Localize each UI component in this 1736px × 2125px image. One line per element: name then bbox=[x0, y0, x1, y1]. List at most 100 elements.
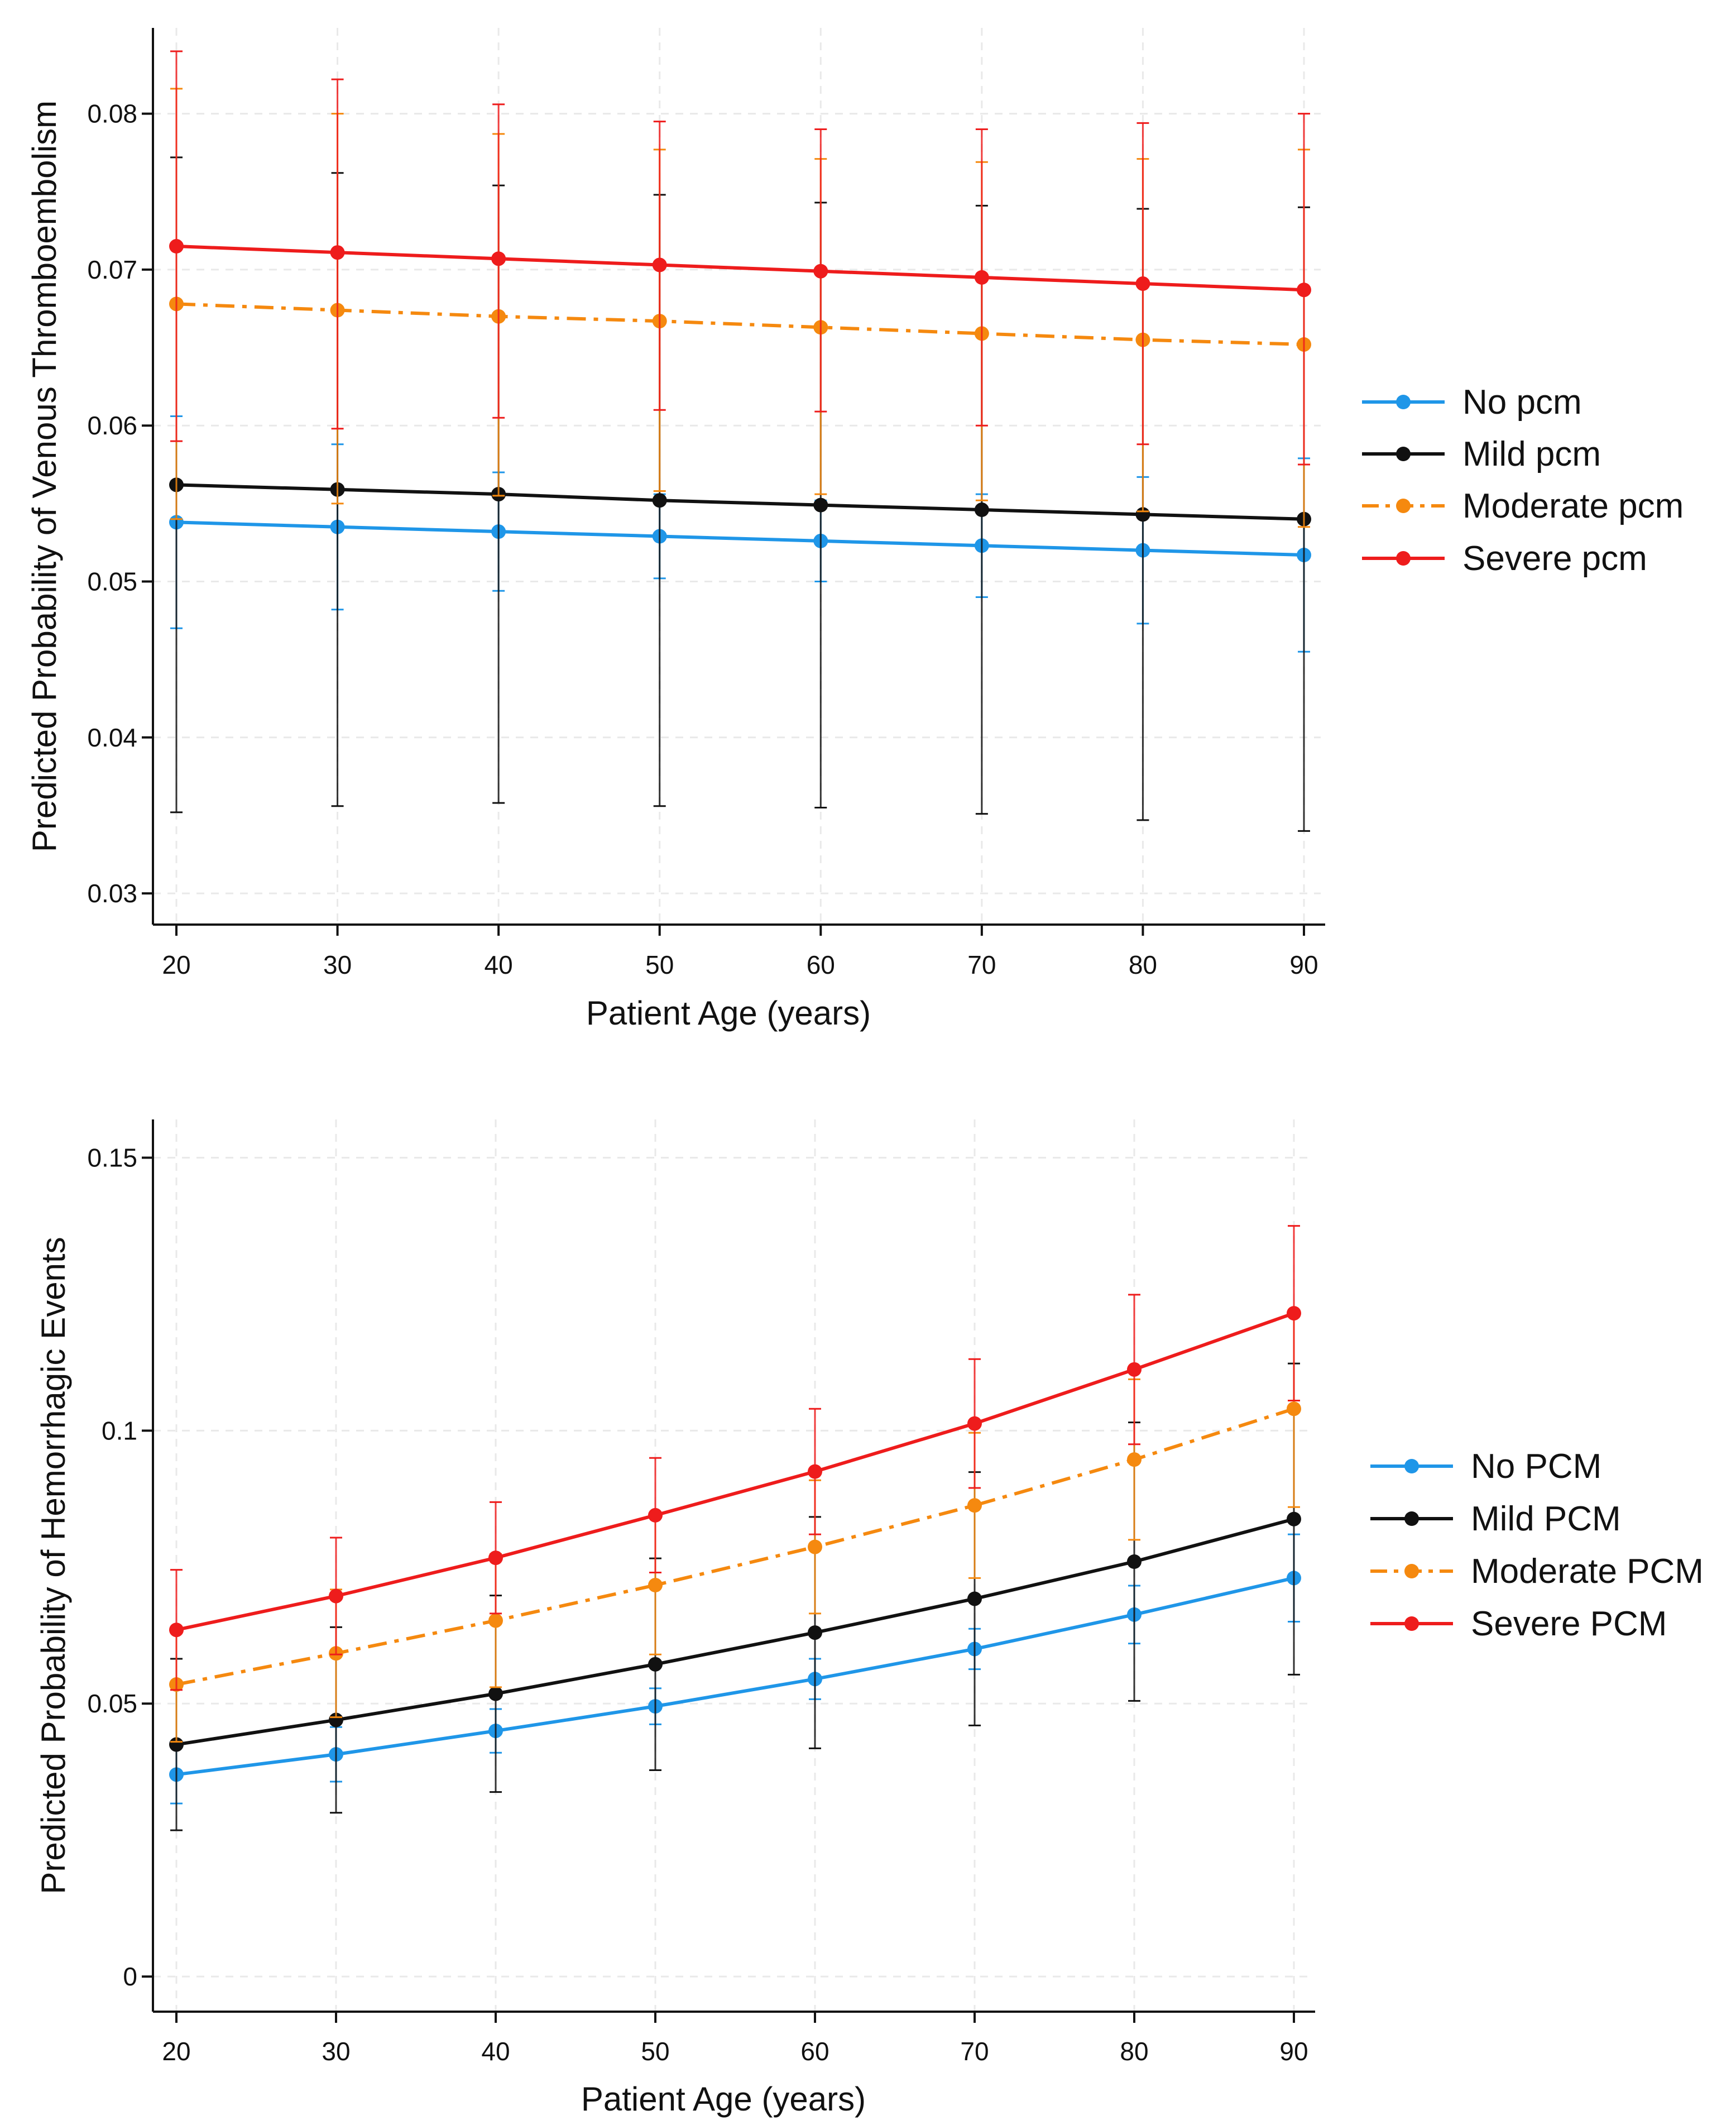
data-point bbox=[1127, 1554, 1142, 1569]
data-point bbox=[974, 270, 989, 285]
x-tick-label: 60 bbox=[800, 2037, 829, 2066]
series-line bbox=[176, 483, 1305, 521]
series-mild-pcm bbox=[169, 1362, 1301, 1831]
legend-label: No pcm bbox=[1462, 383, 1582, 422]
data-point bbox=[1127, 1452, 1142, 1467]
series-line bbox=[176, 245, 1305, 292]
y-tick-label: 0.05 bbox=[87, 567, 137, 596]
data-point bbox=[1287, 1401, 1301, 1416]
series-no-pcm bbox=[169, 1533, 1301, 1805]
y-tick-label: 0 bbox=[123, 1962, 137, 1991]
x-tick-label: 40 bbox=[481, 2037, 510, 2066]
x-tick-label: 60 bbox=[807, 950, 835, 979]
series-line bbox=[176, 1517, 1294, 1746]
series-no-pcm bbox=[169, 415, 1311, 653]
legend-marker bbox=[1396, 551, 1411, 566]
x-axis-title: Patient Age (years) bbox=[586, 994, 871, 1032]
data-point bbox=[652, 257, 667, 272]
legend-entry-mild-pcm: Mild PCM bbox=[1370, 1500, 1621, 1538]
legend-entry-no-pcm: No pcm bbox=[1362, 383, 1582, 422]
legend-entry-mild-pcm: Mild pcm bbox=[1362, 435, 1601, 473]
x-tick-label: 90 bbox=[1279, 2037, 1308, 2066]
series-line bbox=[176, 1407, 1294, 1686]
data-point bbox=[1297, 283, 1311, 298]
legend-marker bbox=[1396, 447, 1411, 461]
data-point bbox=[1287, 1306, 1301, 1321]
data-point bbox=[329, 1588, 343, 1604]
y-axis-title: Predicted Probability of Hemorrhagic Eve… bbox=[35, 1237, 72, 1894]
y-tick-label: 0.1 bbox=[102, 1416, 137, 1445]
legend-marker bbox=[1404, 1616, 1419, 1631]
data-point bbox=[169, 1737, 184, 1752]
chart-2: 0 0.05 0.1 0.15 20 30 40 50 60 70 80 90 Patient Age … bbox=[35, 1119, 1704, 2118]
series-moderate-pcm bbox=[169, 88, 1311, 528]
data-point bbox=[1127, 1362, 1142, 1377]
x-tick-label: 70 bbox=[967, 950, 996, 979]
data-point bbox=[648, 1578, 663, 1593]
x-tick-label: 30 bbox=[322, 2037, 350, 2066]
data-point bbox=[329, 1712, 343, 1727]
data-point bbox=[808, 1625, 822, 1640]
y-tick-label: 0.06 bbox=[87, 411, 137, 440]
legend-label: No PCM bbox=[1471, 1447, 1601, 1486]
legend-marker bbox=[1396, 395, 1411, 409]
legend-label: Mild pcm bbox=[1462, 435, 1601, 473]
legend-label: Severe pcm bbox=[1462, 539, 1647, 578]
data-point bbox=[967, 1498, 982, 1513]
y-tick-label: 0.05 bbox=[87, 1689, 137, 1718]
x-tick-label: 20 bbox=[162, 2037, 190, 2066]
y-axis-title: Predicted Probability of Venous Thromboe… bbox=[26, 100, 63, 852]
data-point bbox=[330, 245, 345, 260]
data-point bbox=[808, 1464, 822, 1479]
x-tick-label: 50 bbox=[645, 950, 674, 979]
series-line bbox=[176, 1576, 1294, 1777]
data-point bbox=[974, 502, 989, 518]
y-tick-label: 0.15 bbox=[87, 1143, 137, 1172]
data-point bbox=[813, 497, 828, 513]
legend-label: Moderate PCM bbox=[1471, 1552, 1704, 1591]
data-point bbox=[169, 1623, 184, 1638]
x-tick-label: 70 bbox=[960, 2037, 989, 2066]
legend-label: Moderate pcm bbox=[1462, 487, 1684, 525]
series-line bbox=[176, 1312, 1294, 1632]
data-point bbox=[488, 1550, 503, 1566]
data-point bbox=[652, 493, 667, 508]
series-severe-pcm bbox=[169, 50, 1311, 466]
data-point bbox=[813, 264, 828, 279]
series-line bbox=[176, 520, 1305, 557]
legend-marker bbox=[1396, 499, 1411, 513]
legend-entry-severe-pcm: Severe pcm bbox=[1362, 539, 1647, 578]
y-tick-label: 0.04 bbox=[87, 723, 137, 752]
x-tick-label: 40 bbox=[485, 950, 513, 979]
legend-entry-moderate-pcm: Moderate pcm bbox=[1362, 487, 1684, 525]
legend-entry-no-pcm: No PCM bbox=[1370, 1447, 1601, 1486]
legend-marker bbox=[1404, 1511, 1419, 1526]
chart-1: 0.03 0.04 0.05 0.06 0.07 0.08 20 30 40 50 60 70 80 90… bbox=[26, 28, 1684, 1032]
data-point bbox=[808, 1539, 822, 1554]
y-tick-label: 0.08 bbox=[87, 99, 137, 128]
data-point bbox=[491, 251, 506, 266]
legend-entry-severe-pcm: Severe PCM bbox=[1370, 1605, 1667, 1643]
y-tick-label: 0.07 bbox=[87, 255, 137, 284]
x-tick-label: 80 bbox=[1129, 950, 1157, 979]
y-tick-label: 0.03 bbox=[87, 879, 137, 908]
x-tick-label: 50 bbox=[641, 2037, 669, 2066]
legend-marker bbox=[1404, 1564, 1419, 1578]
data-point bbox=[648, 1657, 663, 1672]
x-tick-label: 30 bbox=[323, 950, 352, 979]
x-axis-title: Patient Age (years) bbox=[581, 2080, 866, 2118]
legend-label: Mild PCM bbox=[1471, 1500, 1621, 1538]
series-line bbox=[176, 302, 1305, 346]
x-tick-label: 20 bbox=[162, 950, 190, 979]
data-point bbox=[648, 1507, 663, 1523]
data-point bbox=[1135, 276, 1150, 291]
legend-entry-moderate-pcm: Moderate PCM bbox=[1370, 1552, 1704, 1591]
data-point bbox=[488, 1686, 503, 1701]
x-tick-label: 80 bbox=[1120, 2037, 1148, 2066]
data-point bbox=[169, 239, 184, 254]
data-point bbox=[967, 1416, 982, 1431]
x-tick-label: 90 bbox=[1289, 950, 1318, 979]
series-severe-pcm bbox=[169, 1225, 1301, 1691]
data-point bbox=[488, 1613, 503, 1628]
